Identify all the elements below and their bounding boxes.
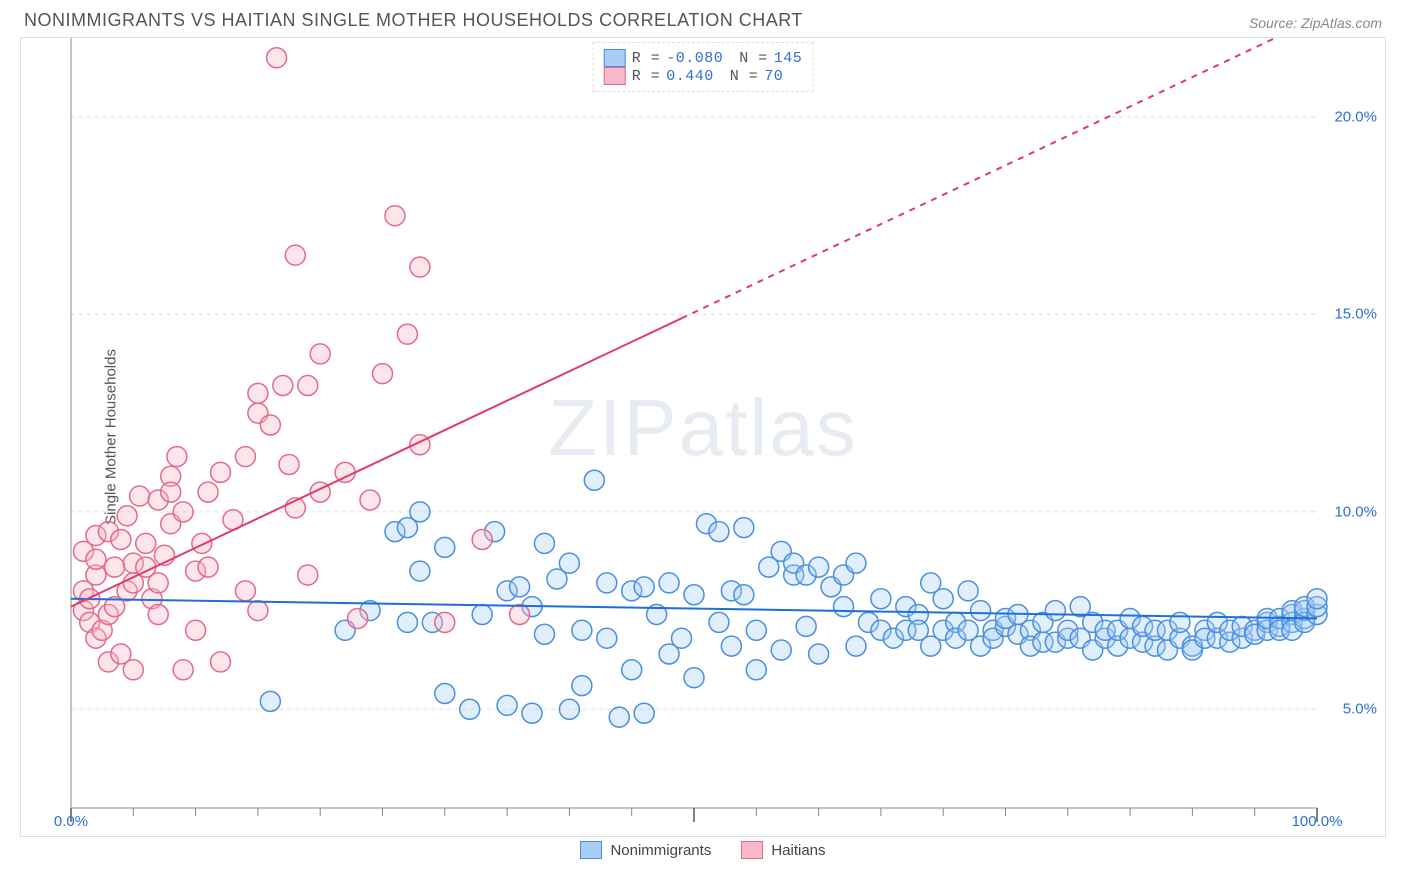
y-tick-label: 20.0% — [1334, 108, 1377, 125]
x-tick-label: 0.0% — [54, 813, 88, 830]
legend-label: Nonimmigrants — [610, 842, 711, 859]
chart-title: NONIMMIGRANTS VS HAITIAN SINGLE MOTHER H… — [24, 10, 803, 31]
source-label: Source: ZipAtlas.com — [1249, 15, 1382, 31]
y-tick-label: 15.0% — [1334, 306, 1377, 323]
legend-item: Nonimmigrants — [580, 841, 711, 859]
legend-swatch — [580, 841, 602, 859]
legend-swatch — [604, 49, 626, 67]
legend-swatch — [741, 841, 763, 859]
series-legend: Nonimmigrants Haitians — [20, 841, 1386, 859]
scatter-plot — [61, 38, 1387, 838]
x-tick-label: 100.0% — [1292, 813, 1343, 830]
legend-row: R = -0.080N = 145 — [604, 49, 803, 67]
legend-swatch — [604, 67, 626, 85]
y-tick-label: 10.0% — [1334, 503, 1377, 520]
chart-container: Single Mother Households ZIPatlas R = -0… — [20, 37, 1386, 837]
legend-item: Haitians — [741, 841, 825, 859]
legend-label: Haitians — [771, 842, 825, 859]
correlation-legend: R = -0.080N = 145R = 0.440N = 70 — [593, 42, 814, 92]
y-tick-label: 5.0% — [1343, 701, 1377, 718]
legend-row: R = 0.440N = 70 — [604, 67, 803, 85]
